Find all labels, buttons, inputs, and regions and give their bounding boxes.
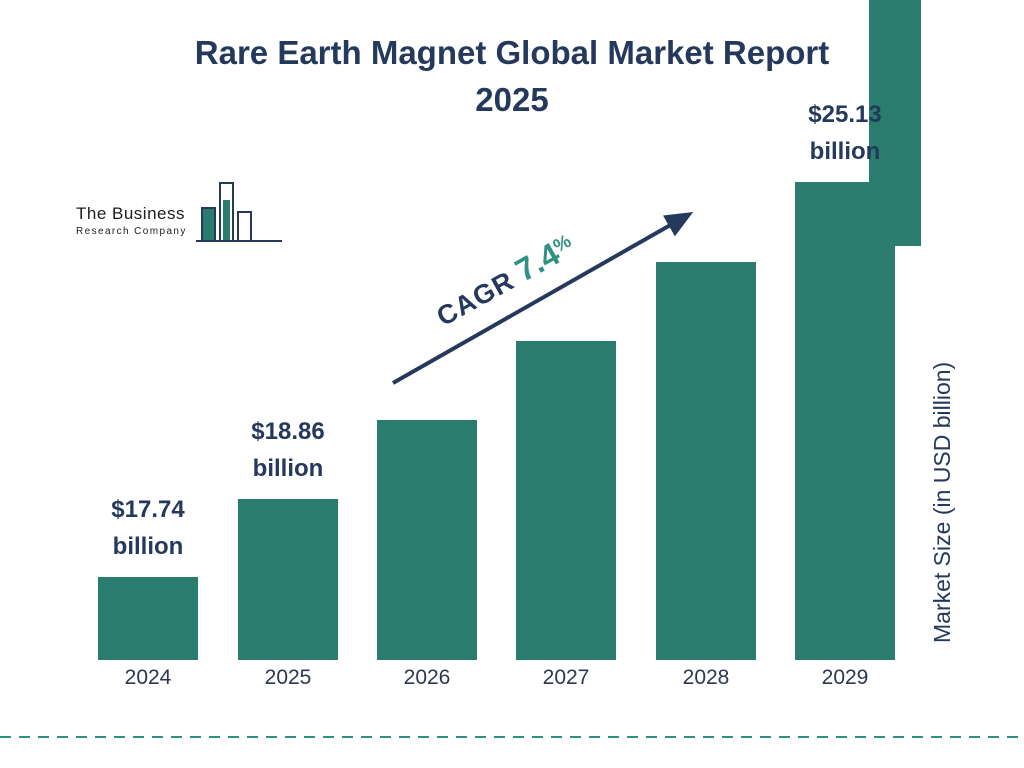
bar-year-label: 2026 [403, 666, 451, 689]
bar-value-amount: $17.74 [111, 495, 185, 523]
bar-group-2026: 2026 [377, 0, 477, 689]
bar-group-2027: 2027 [516, 0, 616, 689]
bar-value-unit: billion [112, 532, 184, 560]
bar-year-label: 2025 [264, 666, 312, 689]
page-title: Rare Earth Magnet Global Market Report 2… [0, 30, 1024, 124]
bar-value-unit: billion [809, 137, 881, 165]
page-title-line1: Rare Earth Magnet Global Market Report [194, 34, 830, 71]
logo-text-primary: The Business [76, 204, 185, 223]
bar-year-label: 2029 [821, 666, 869, 689]
bottom-dashed-divider [0, 736, 1024, 738]
bar-group-2025: $18.86 billion 2025 [238, 0, 338, 689]
bar [98, 577, 198, 660]
bar-value-amount: $25.13 [808, 100, 882, 128]
bar [656, 262, 756, 660]
bar [238, 499, 338, 660]
bar [795, 182, 895, 660]
bar-chart-logo-icon [196, 182, 282, 242]
logo: The Business Research Company [72, 178, 284, 248]
bar [516, 341, 616, 660]
growth-arrow-icon [392, 212, 694, 385]
bar-value-amount: $18.86 [251, 417, 325, 445]
bar-value-unit: billion [252, 454, 324, 482]
bar-group-2028: 2028 [656, 0, 756, 689]
logo-text: The Business Research Company [76, 204, 187, 237]
bar-value-label: $25.13 billion [808, 96, 881, 170]
bar-group-2024: $17.74 billion 2024 [98, 0, 198, 689]
bar-value-label: $17.74 billion [111, 491, 184, 565]
page-title-line2: 2025 [475, 80, 549, 118]
bar-year-label: 2027 [542, 666, 590, 689]
logo-text-secondary: Research Company [76, 226, 187, 237]
bar-value-label: $18.86 billion [251, 413, 324, 487]
bar-year-label: 2024 [124, 666, 172, 689]
bar-group-2029: $25.13 billion 2029 [795, 0, 895, 689]
bar-year-label: 2028 [682, 666, 730, 689]
bar [377, 420, 477, 660]
